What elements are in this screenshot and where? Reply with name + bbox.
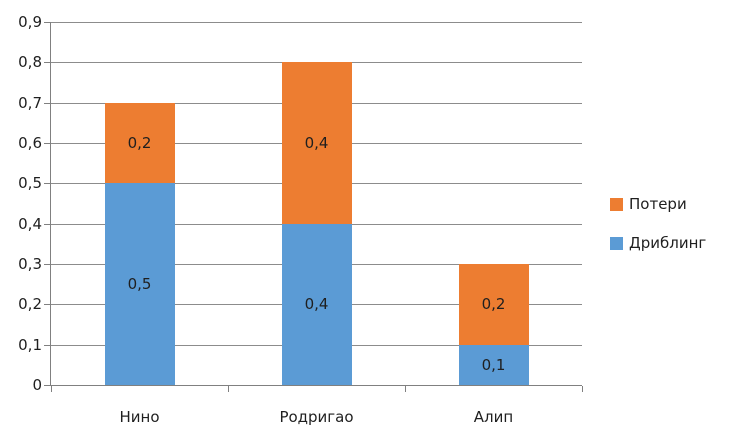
x-axis-category-label: Родригао	[279, 408, 354, 426]
x-axis-tick	[228, 386, 229, 392]
x-axis-line	[50, 385, 582, 386]
x-axis-tick	[405, 386, 406, 392]
x-axis-category-label: Алип	[473, 408, 514, 426]
bar-data-label: 0,4	[304, 295, 329, 314]
y-axis-tick-label: 0,3	[18, 255, 42, 273]
bar-segment-Дриблинг-Нино: 0,5	[104, 183, 175, 385]
bar-data-label: 0,5	[127, 275, 152, 294]
y-axis-tick	[44, 304, 50, 306]
y-axis-tick-label: 0	[32, 376, 42, 394]
legend-item-Дриблинг: Дриблинг	[610, 234, 706, 252]
legend-swatch-icon	[610, 197, 623, 211]
bar-segment-Потери-Алип: 0,2	[458, 264, 529, 345]
x-axis-tick	[582, 386, 583, 392]
y-axis-line	[50, 22, 51, 385]
bar-segment-Потери-Родригао: 0,4	[281, 62, 352, 224]
y-axis-tick-label: 0,8	[18, 53, 42, 72]
legend-item-Потери: Потери	[610, 195, 706, 213]
bar-data-label: 0,1	[481, 355, 506, 374]
y-axis-tick	[44, 223, 50, 225]
x-axis-tick	[51, 386, 52, 392]
y-axis-tick	[44, 143, 50, 144]
legend-label: Дриблинг	[629, 234, 707, 252]
y-axis-tick-label: 0,9	[18, 13, 42, 31]
bar-data-label: 0,4	[304, 134, 329, 152]
y-axis-tick-label: 0,1	[18, 335, 42, 354]
y-axis-tick	[44, 385, 50, 386]
y-axis-tick	[44, 22, 50, 23]
bar-segment-Дриблинг-Родригао: 0,4	[281, 223, 352, 385]
gridline	[51, 22, 582, 23]
y-axis-tick-label: 0,2	[18, 295, 42, 314]
y-axis-tick	[44, 102, 50, 104]
bar-data-label: 0,2	[481, 295, 506, 314]
y-axis-tick-label: 0,6	[18, 134, 42, 152]
x-axis-category-label: Нино	[119, 408, 160, 426]
y-axis-tick	[44, 344, 50, 346]
bar-data-label: 0,2	[127, 134, 152, 153]
plot-area: 0,5 0,2 0,4 0,4 0,1 0,2	[44, 22, 583, 392]
legend-label: Потери	[629, 195, 687, 213]
y-axis-tick-label: 0,4	[18, 214, 42, 233]
bar-segment-Дриблинг-Алип: 0,1	[458, 344, 529, 385]
chart-legend: Потери Дриблинг	[610, 195, 706, 273]
y-axis-tick-label: 0,5	[18, 174, 42, 193]
legend-swatch-icon	[610, 236, 623, 250]
y-axis-tick	[44, 62, 50, 64]
y-axis-tick-label: 0,7	[18, 93, 42, 112]
y-axis-tick	[44, 264, 50, 265]
bar-segment-Потери-Нино: 0,2	[104, 102, 175, 184]
y-axis-tick	[44, 183, 50, 185]
